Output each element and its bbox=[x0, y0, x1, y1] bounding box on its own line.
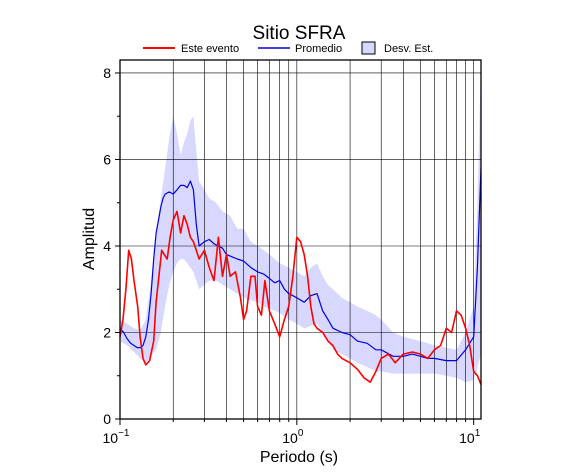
legend-label-promedio: Promedio bbox=[295, 43, 342, 55]
plot-frame bbox=[119, 59, 482, 420]
y-tick-label: 4 bbox=[103, 238, 111, 254]
y-tick-label: 2 bbox=[103, 324, 111, 340]
y-tick-label: 8 bbox=[103, 65, 111, 81]
x-tick-label: 10−1 bbox=[103, 428, 130, 446]
legend-label-este: Este evento bbox=[181, 43, 239, 55]
std-dev-band bbox=[120, 60, 481, 383]
x-axis-label: Periodo (s) bbox=[260, 449, 338, 466]
x-tick-label: 100 bbox=[282, 428, 304, 446]
y-axis-label: Amplitud bbox=[81, 208, 98, 270]
series-line-este-evento bbox=[119, 210, 482, 385]
legend-label-desv: Desv. Est. bbox=[384, 43, 433, 55]
series-line-promedio bbox=[119, 168, 482, 362]
plot-area: 0 2 4 6 8 10−1 100 101 bbox=[103, 59, 482, 446]
y-tick-label: 6 bbox=[103, 151, 111, 167]
x-tick-label: 101 bbox=[459, 428, 481, 446]
y-tick-label: 0 bbox=[103, 411, 111, 427]
legend-swatch-desv bbox=[361, 41, 376, 55]
legend: Este evento Promedio Desv. Est. bbox=[143, 41, 433, 55]
chart-title: Sitio SFRA bbox=[253, 23, 346, 44]
